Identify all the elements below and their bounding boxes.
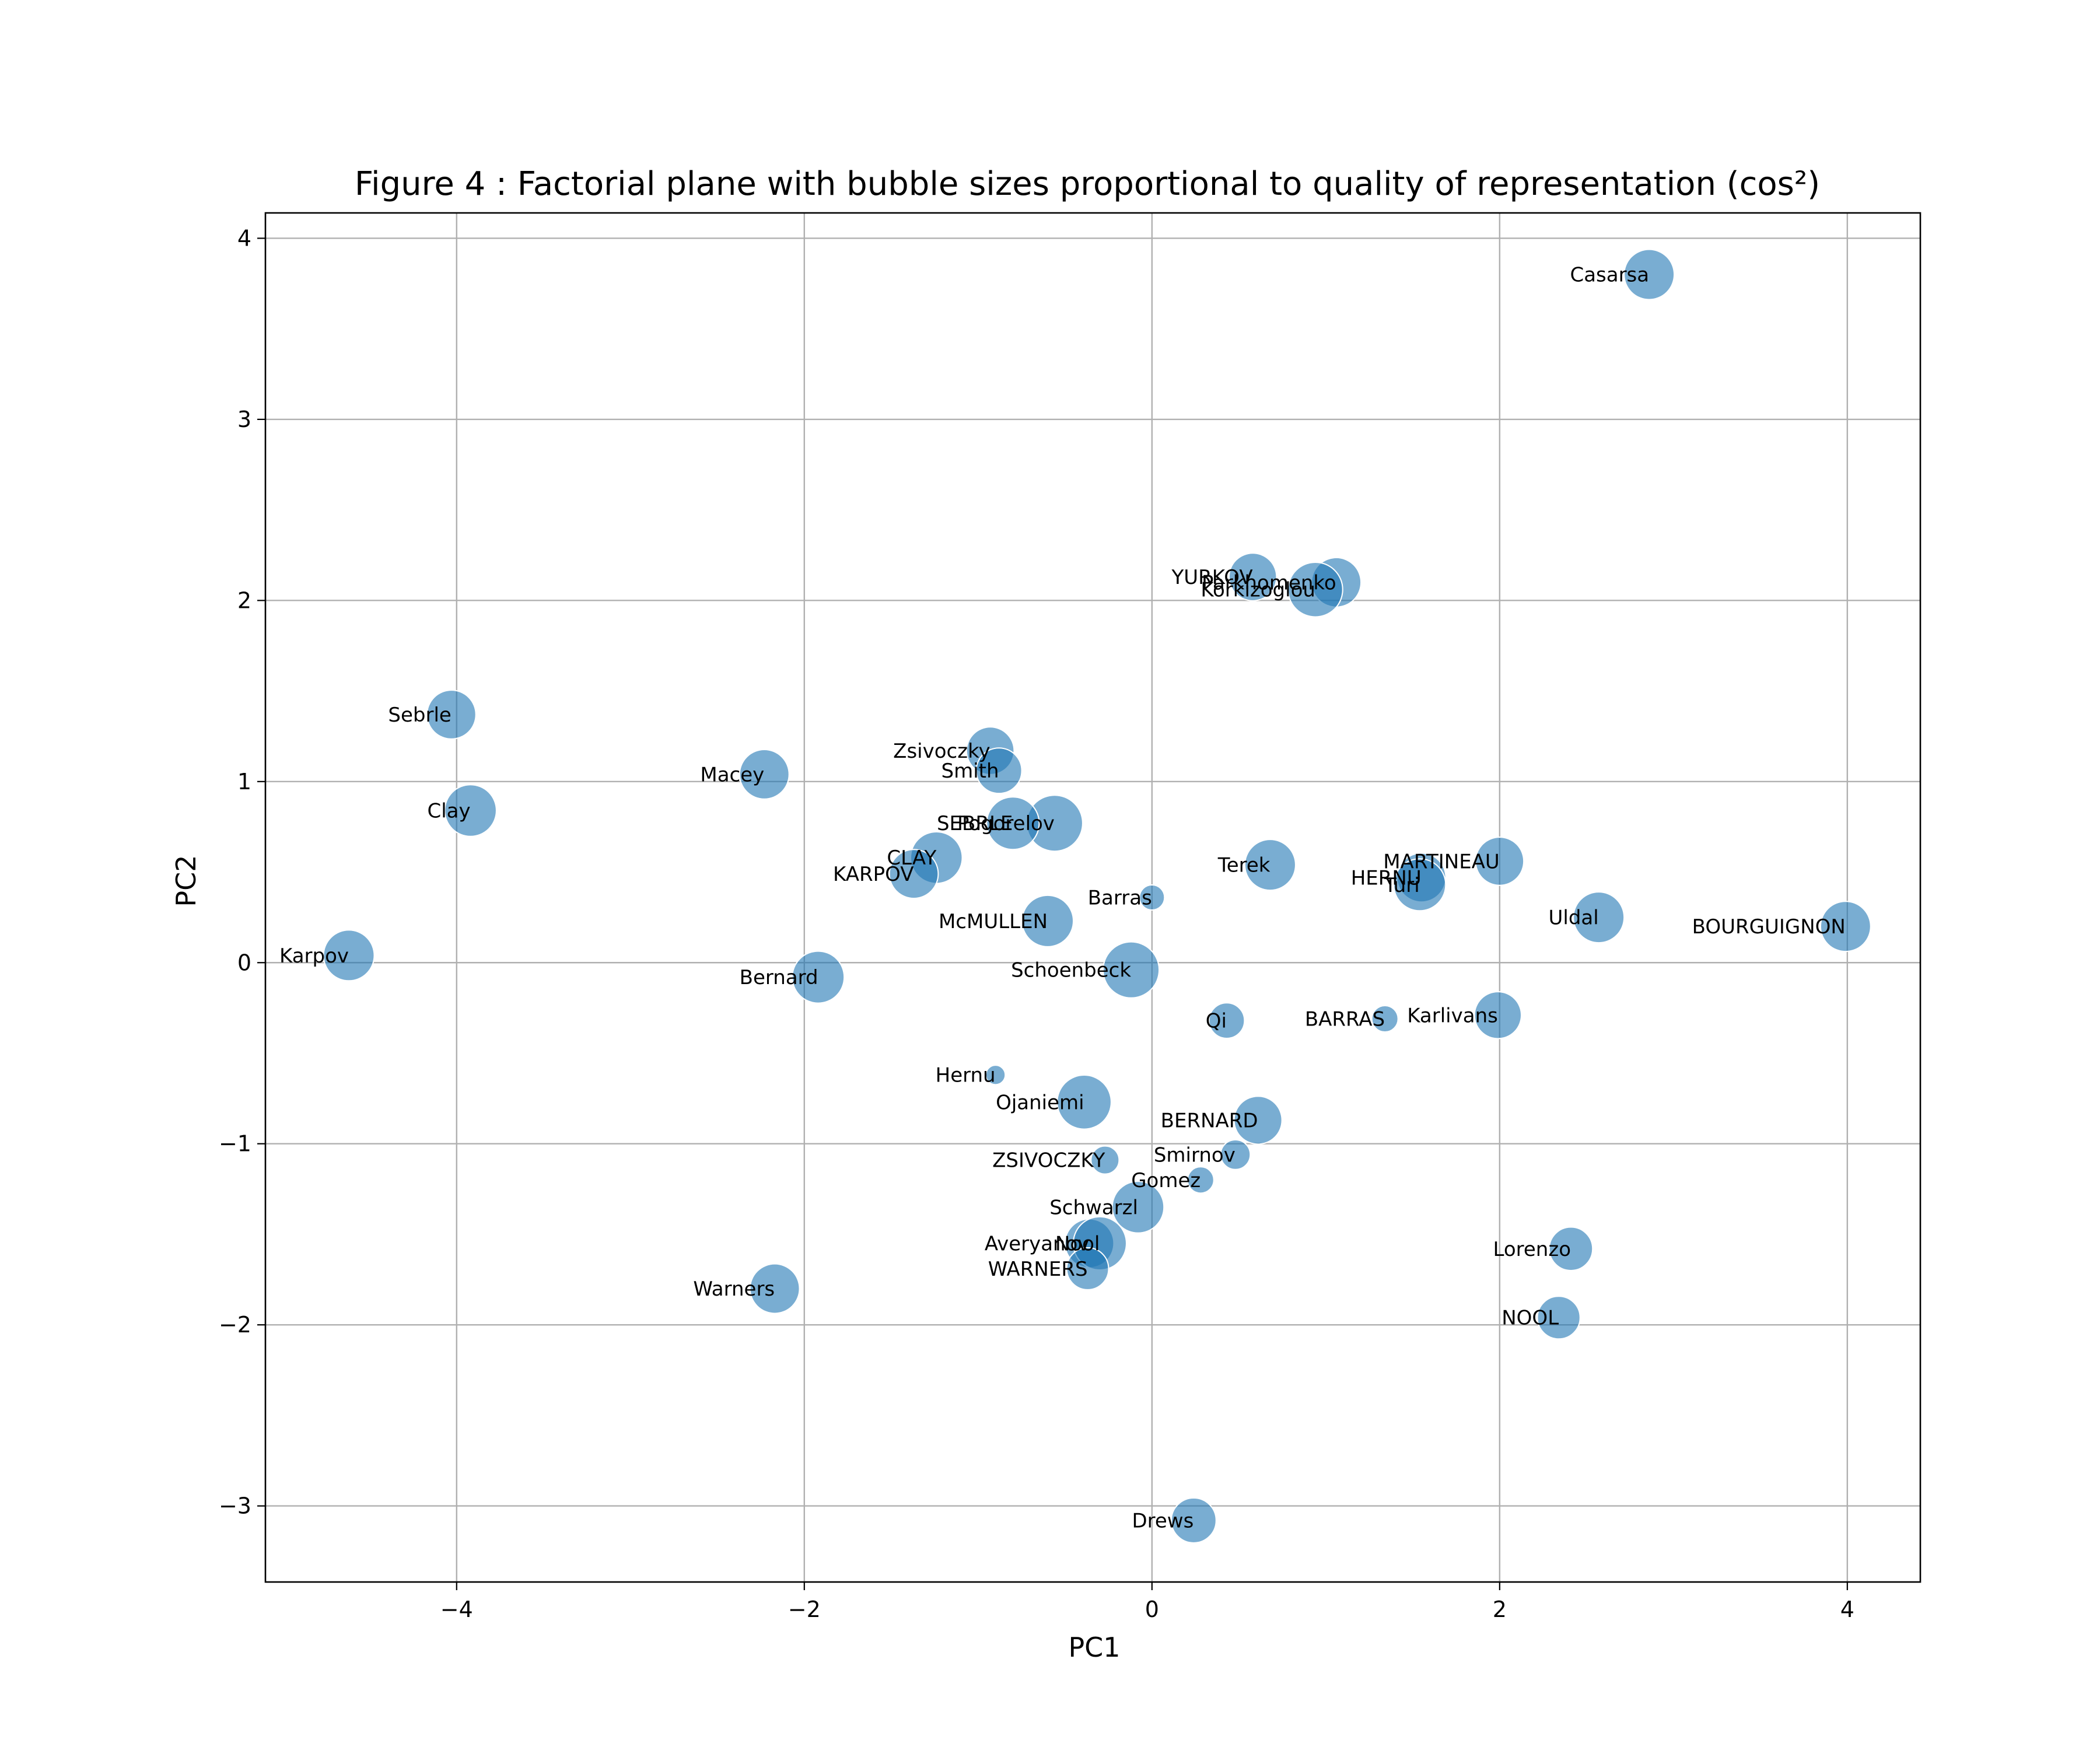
data-point bbox=[1536, 1296, 1581, 1340]
point-label: Bernard bbox=[740, 966, 818, 989]
point-label: Parkhomenko bbox=[1202, 571, 1336, 594]
point-label: Terek bbox=[1217, 854, 1270, 877]
x-tick-label: 2 bbox=[1493, 1597, 1507, 1622]
data-point bbox=[975, 747, 1023, 794]
x-tick-label: −2 bbox=[788, 1597, 821, 1622]
data-point bbox=[1474, 991, 1522, 1040]
data-point bbox=[323, 929, 375, 982]
point-label: Turi bbox=[1384, 874, 1420, 897]
bubble-layer bbox=[323, 249, 1871, 1544]
point-label: Drews bbox=[1132, 1509, 1194, 1532]
point-label: Barras bbox=[1088, 887, 1152, 910]
point-label: HERNU bbox=[1351, 866, 1422, 890]
x-tick-label: −4 bbox=[440, 1597, 473, 1622]
point-label: CLAY bbox=[887, 846, 936, 870]
point-label: Sebrle bbox=[388, 704, 451, 727]
point-label: NOOL bbox=[1502, 1307, 1559, 1330]
point-label: Korkizoglou bbox=[1200, 579, 1315, 602]
y-axis-label: PC2 bbox=[170, 855, 202, 907]
point-label: Schwarzl bbox=[1049, 1196, 1138, 1219]
point-label: Zsivoczky bbox=[893, 740, 991, 763]
y-tick-label: −2 bbox=[219, 1312, 251, 1338]
point-label: Macey bbox=[700, 763, 764, 786]
y-tick-label: −1 bbox=[219, 1131, 251, 1157]
grid bbox=[265, 213, 1920, 1582]
y-tick-label: 3 bbox=[237, 407, 251, 432]
y-tick-label: −3 bbox=[219, 1493, 251, 1519]
point-label: Hernu bbox=[936, 1064, 996, 1087]
point-label: McMULLEN bbox=[939, 910, 1048, 933]
data-point bbox=[985, 1065, 1006, 1086]
data-point bbox=[792, 950, 845, 1004]
y-tick-label: 0 bbox=[237, 950, 251, 975]
data-point bbox=[1228, 552, 1278, 601]
data-point bbox=[1287, 561, 1343, 618]
point-label: KARPOV bbox=[833, 863, 914, 886]
point-label: SEBRLE bbox=[937, 812, 1013, 835]
point-label: BERNARD bbox=[1161, 1109, 1258, 1132]
y-tick-label: 4 bbox=[237, 225, 251, 251]
point-label: BOURGUIGNON bbox=[1692, 915, 1846, 939]
point-label: Qi bbox=[1206, 1010, 1227, 1033]
point-label: Averyanov bbox=[985, 1232, 1090, 1255]
point-label: MARTINEAU bbox=[1383, 850, 1500, 873]
data-point bbox=[426, 690, 477, 740]
axis-ticks: −4 −2 0 2 4 −3 −2 −1 0 1 2 3 4 bbox=[219, 225, 1854, 1622]
point-label: Smith bbox=[942, 760, 999, 783]
data-point bbox=[1111, 1181, 1165, 1234]
point-label: WARNERS bbox=[988, 1258, 1088, 1281]
data-point bbox=[1186, 1166, 1214, 1194]
data-point bbox=[1819, 901, 1871, 953]
y-tick-label: 2 bbox=[237, 587, 251, 613]
y-tick-label: 1 bbox=[237, 769, 251, 794]
plot-frame bbox=[264, 212, 1922, 1583]
data-point bbox=[1573, 891, 1625, 944]
point-label: Ojaniemi bbox=[996, 1091, 1084, 1114]
point-label: ZSIVOCZKY bbox=[992, 1149, 1105, 1172]
data-point bbox=[1170, 1497, 1217, 1544]
point-label: Smirnov bbox=[1154, 1143, 1236, 1167]
point-label: YURKOV bbox=[1171, 566, 1253, 589]
x-tick-label: 4 bbox=[1840, 1597, 1854, 1622]
point-label: Nool bbox=[1055, 1232, 1100, 1255]
data-point bbox=[1548, 1226, 1594, 1271]
point-label: Lorenzo bbox=[1493, 1238, 1572, 1261]
data-point bbox=[1056, 1074, 1112, 1130]
data-point bbox=[1233, 1096, 1283, 1145]
data-point bbox=[1371, 1005, 1399, 1033]
data-point bbox=[444, 784, 497, 837]
data-point bbox=[749, 1263, 800, 1314]
point-label: Warners bbox=[693, 1278, 775, 1301]
data-point bbox=[1475, 836, 1525, 886]
point-label: Pogorelov bbox=[957, 812, 1055, 835]
data-point bbox=[1244, 839, 1296, 891]
x-tick-label: 0 bbox=[1145, 1597, 1159, 1622]
data-point bbox=[1102, 941, 1160, 999]
data-point bbox=[1623, 249, 1675, 300]
point-label: Gomez bbox=[1131, 1169, 1200, 1192]
point-label: Karlivans bbox=[1407, 1004, 1498, 1027]
data-point bbox=[986, 796, 1040, 850]
data-point bbox=[1220, 1139, 1251, 1170]
point-label: Casarsa bbox=[1570, 264, 1649, 287]
point-label: Clay bbox=[427, 799, 470, 822]
x-axis-label: PC1 bbox=[1068, 1632, 1120, 1663]
data-point bbox=[1066, 1247, 1110, 1290]
data-point bbox=[888, 849, 939, 899]
data-point bbox=[1139, 884, 1166, 911]
data-point bbox=[1393, 858, 1447, 912]
data-point bbox=[738, 749, 790, 800]
chart-title: Figure 4 : Factorial plane with bubble s… bbox=[355, 165, 1820, 203]
data-point bbox=[1021, 894, 1074, 947]
data-point bbox=[1208, 1002, 1245, 1039]
data-point bbox=[1090, 1145, 1120, 1175]
point-label: Schoenbeck bbox=[1011, 959, 1131, 982]
point-label: Uldal bbox=[1548, 907, 1598, 930]
point-label: Karpov bbox=[279, 944, 349, 968]
point-label: BARRAS bbox=[1305, 1008, 1385, 1031]
